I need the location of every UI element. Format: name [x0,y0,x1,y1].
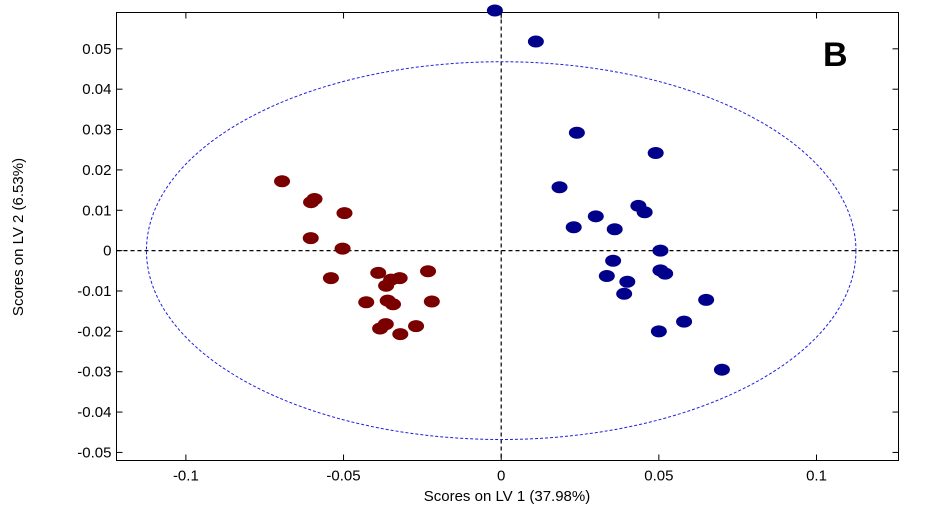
score-point-blue [598,270,615,283]
score-point-blue [605,254,622,267]
score-point-red [336,207,353,220]
score-point-red [385,298,402,311]
x-axis-title: Scores on LV 1 (37.98%) [424,488,590,505]
y-tick-label: -0.05 [77,444,111,461]
score-point-blue [565,221,582,234]
y-tick-label: -0.01 [77,283,111,300]
score-point-red [274,175,291,188]
score-point-blue [647,146,664,159]
y-tick-label: -0.02 [77,323,111,340]
score-point-red [322,272,339,285]
score-point-red [420,265,437,278]
y-axis-title: Scores on LV 2 (6.53%) [10,158,27,316]
score-point-blue [616,287,633,300]
score-point-blue [606,223,623,236]
confidence-ellipse-layer [145,61,857,441]
y-tick-label: 0.03 [82,122,111,139]
score-point-blue [676,315,693,328]
x-tick-label: -0.05 [326,468,360,485]
score-point-red [392,328,409,341]
score-point-blue [527,35,544,48]
plot-frame [116,12,899,461]
y-tick-label: 0.05 [82,41,111,58]
score-point-blue [713,363,730,376]
score-point-red [391,272,408,285]
score-point-blue [486,4,503,17]
x-tick-label: 0 [497,468,505,485]
x-tick-label: 0.05 [644,468,673,485]
score-point-red [423,295,440,308]
confidence-ellipse [145,61,857,441]
y-tick-label: -0.04 [77,404,111,421]
score-point-blue [652,244,669,257]
score-point-blue [636,206,653,219]
score-point-red [372,322,389,335]
score-point-blue [698,293,715,306]
score-point-blue [587,210,604,223]
score-point-red [302,232,319,245]
y-tick-label: 0.02 [82,162,111,179]
score-point-red [358,296,375,309]
y-tick-label: 0 [103,243,111,260]
axis-ticks: -0.1 -0.05 0 0.05 0.1 0.05 0.04 0.03 0.02 0.01 0 -0… [77,12,899,485]
score-point-blue [551,181,568,194]
x-tick-label: -0.1 [173,468,199,485]
score-point-red [408,320,425,333]
score-point-blue [619,275,636,288]
reference-lines [116,12,899,461]
score-point-blue [657,267,674,280]
y-tick-label: 0.01 [82,202,111,219]
data-points [274,4,730,376]
score-point-blue [650,325,667,338]
score-point-red [370,266,387,279]
score-point-blue [568,126,585,139]
score-point-red [303,196,320,209]
score-point-red [334,242,351,255]
y-tick-label: -0.03 [77,364,111,381]
panel-label: B [823,36,848,74]
y-tick-label: 0.04 [82,81,111,98]
x-tick-label: 0.1 [806,468,827,485]
